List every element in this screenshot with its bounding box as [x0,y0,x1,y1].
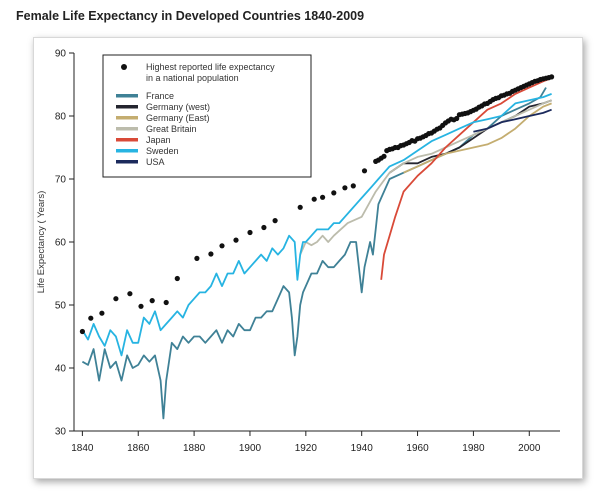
x-tick-label: 1920 [295,443,318,454]
scatter-point [233,237,239,243]
scatter-point [261,224,267,231]
scatter-point [174,275,180,282]
scatter-point [272,218,278,224]
x-tick-label: 1840 [71,443,94,454]
scatter-point [454,115,460,122]
scatter-point [88,315,94,321]
scatter-point [361,168,368,174]
legend-label-germany-east: Germany (East) [146,113,210,123]
legend-swatch-great-britain [116,127,138,131]
y-axis-label: Life Expectancy ( Years) [36,191,47,293]
x-tick-label: 1960 [406,443,429,454]
scatter-point [297,204,303,210]
legend-swatch-france [116,94,138,98]
x-tick-label: 2000 [518,443,541,454]
scatter-point [320,194,326,200]
scatter-point [138,303,144,309]
x-tick-label: 1880 [183,443,206,454]
scatter-point [99,310,105,316]
scatter-points [79,74,555,335]
legend-label-highest-line2: in a national population [146,73,239,83]
series-line-japan [380,77,552,280]
series-line-usa [473,108,552,133]
legend-swatch-germany-west [116,105,138,109]
x-tick-label: 1860 [127,443,150,454]
legend-swatch-germany-east [116,116,138,120]
scatter-point [311,196,317,202]
legend-label-germany-west: Germany (west) [146,102,210,112]
scatter-point [79,328,85,335]
scatter-point [163,299,169,306]
scatter-point [350,183,356,189]
scatter-point [113,296,119,302]
scatter-point [342,185,348,191]
scatter-point [549,74,555,80]
y-tick-label: 30 [55,427,67,438]
legend-swatch-usa [116,160,138,164]
legend-swatch-japan [116,138,138,142]
legend-swatch-sweden [116,149,138,153]
scatter-point [219,243,225,249]
y-tick-label: 40 [55,364,67,375]
legend-label-usa: USA [146,157,165,167]
ticks: 30 40 50 60 70 80 90 1840 1860 1880 1900 1920 1940 19… [55,49,541,455]
scatter-point [194,255,200,261]
scatter-point [208,251,214,257]
series-line-germany-east [403,102,552,174]
series-line-france [81,87,547,420]
legend-label-japan: Japan [146,135,171,145]
y-tick-label: 90 [55,49,67,60]
scatter-point [149,298,155,304]
y-tick-label: 70 [55,175,67,186]
legend-label-sweden: Sweden [146,146,179,156]
scatter-point [127,291,133,297]
scatter-point [247,229,253,236]
series-line-sweden [81,93,552,357]
legend-label-france: France [146,91,174,101]
y-tick-label: 50 [55,301,67,312]
chart-title: Female Life Expectancy in Developed Coun… [16,9,365,23]
legend-label-highest-line1: Highest reported life expectancy [146,62,275,72]
series-lines [81,77,552,420]
legend-marker-highest [121,64,127,70]
series-line-great-britain [299,99,552,255]
x-tick-label: 1900 [239,443,262,454]
scatter-point [331,190,337,196]
scatter-point [381,153,387,159]
y-tick-label: 60 [55,238,67,249]
y-tick-label: 80 [55,112,67,123]
series-line-germany-west [389,99,552,174]
x-tick-label: 1980 [462,443,485,454]
x-tick-label: 1940 [351,443,374,454]
legend-label-great-britain: Great Britain [146,124,197,134]
